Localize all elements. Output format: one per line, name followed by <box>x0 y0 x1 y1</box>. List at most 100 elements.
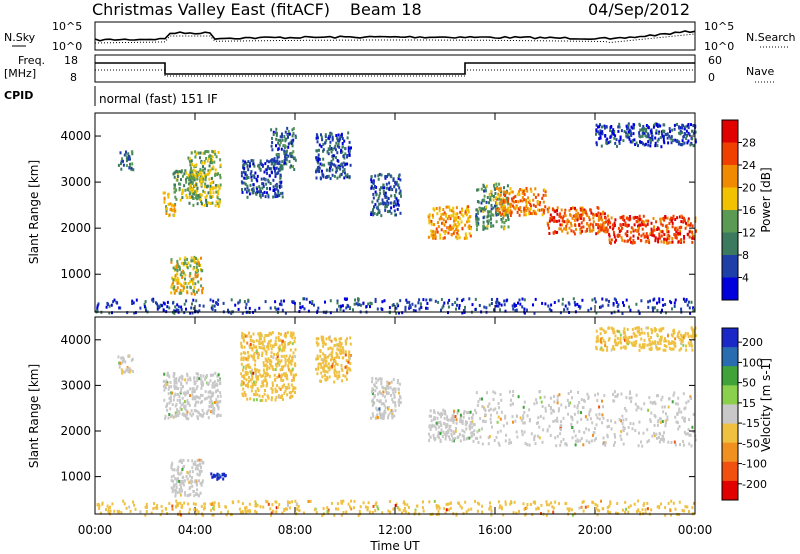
echo-cell <box>328 169 331 173</box>
echo-cell <box>388 381 391 385</box>
echo-cell <box>389 386 392 390</box>
echo-cell <box>525 198 527 202</box>
echo-cell <box>652 298 655 302</box>
echo-cell <box>475 391 478 395</box>
echo-cell <box>576 302 579 306</box>
echo-cell <box>194 271 197 274</box>
echo-cell <box>219 394 222 398</box>
echo-cell <box>185 193 188 197</box>
echo-cell <box>217 407 220 411</box>
echo-cell <box>620 346 623 350</box>
echo-cell <box>625 417 628 421</box>
echo-cell <box>656 144 659 148</box>
power-echo-region <box>370 172 402 218</box>
echo-cell <box>455 418 458 422</box>
echo-cell <box>170 486 173 490</box>
echo-cell <box>678 131 681 135</box>
echo-cell <box>195 400 198 404</box>
echo-cell <box>244 370 247 374</box>
echo-cell <box>327 161 330 165</box>
echo-cell <box>395 188 398 192</box>
echo-cell <box>573 404 576 408</box>
echo-cell <box>682 335 685 339</box>
echo-cell <box>189 181 192 185</box>
echo-cell <box>267 357 270 361</box>
echo-cell <box>563 220 566 224</box>
echo-cell <box>217 189 220 193</box>
echo-cell <box>336 347 339 351</box>
echo-cell <box>627 130 630 134</box>
echo-cell <box>317 157 320 161</box>
echo-cell <box>372 192 375 196</box>
echo-cell <box>211 180 214 184</box>
echo-cell <box>383 409 386 413</box>
echo-cell <box>651 233 654 237</box>
echo-cell <box>268 341 271 345</box>
echo-cell <box>655 344 657 348</box>
echo-cell <box>446 415 449 419</box>
echo-cell <box>257 332 260 336</box>
velocity-cells <box>96 326 697 517</box>
echo-cell <box>247 298 250 302</box>
echo-cell <box>475 217 478 221</box>
echo-cell <box>107 506 110 510</box>
echo-cell <box>597 211 600 215</box>
echo-cell <box>493 439 496 442</box>
echo-cell <box>324 378 327 382</box>
echo-cell <box>676 412 679 416</box>
echo-cell <box>448 208 451 212</box>
echo-cell <box>189 412 192 416</box>
echo-cell <box>692 306 695 310</box>
echo-cell <box>414 309 417 313</box>
echo-cell <box>380 173 383 177</box>
echo-cell <box>460 415 463 419</box>
echo-cell <box>337 139 340 142</box>
echo-cell <box>512 390 515 393</box>
echo-cell <box>255 350 258 353</box>
echo-cell <box>609 221 612 225</box>
velocity-echo-region <box>96 499 696 517</box>
echo-cell <box>449 217 452 221</box>
echo-cell <box>437 225 440 229</box>
echo-cell <box>354 298 357 302</box>
echo-cell <box>186 410 189 414</box>
echo-cell <box>273 343 276 347</box>
echo-cell <box>380 402 383 406</box>
echo-cell <box>517 200 520 204</box>
echo-cell <box>284 363 287 367</box>
echo-cell <box>252 340 255 344</box>
echo-cell <box>600 215 603 219</box>
echo-cell <box>392 303 395 307</box>
echo-cell <box>432 433 435 437</box>
echo-cell <box>240 180 243 184</box>
echo-cell <box>442 230 445 234</box>
echo-cell <box>667 340 670 344</box>
echo-cell <box>398 398 400 402</box>
echo-cell <box>255 177 258 181</box>
echo-cell <box>283 149 286 153</box>
echo-cell <box>212 186 215 190</box>
echo-cell <box>209 184 212 188</box>
echo-cell <box>253 351 256 355</box>
echo-cell <box>597 226 600 230</box>
echo-cell <box>271 331 274 334</box>
echo-cell <box>294 136 297 139</box>
echo-cell <box>278 503 281 507</box>
echo-cell <box>492 206 495 210</box>
echo-cell <box>211 393 214 397</box>
echo-cell <box>183 172 186 176</box>
echo-cell <box>663 405 666 409</box>
echo-cell <box>468 416 471 420</box>
echo-cell <box>682 135 685 138</box>
echo-cell <box>335 351 338 355</box>
echo-cell <box>646 440 649 444</box>
echo-cell <box>371 392 374 396</box>
echo-cell <box>317 159 320 163</box>
echo-cell <box>336 355 339 359</box>
echo-cell <box>178 487 181 491</box>
echo-cell <box>266 367 269 370</box>
echo-cell <box>487 221 490 225</box>
echo-cell <box>188 196 191 199</box>
echo-cell <box>544 409 547 413</box>
echo-cell <box>211 186 214 190</box>
